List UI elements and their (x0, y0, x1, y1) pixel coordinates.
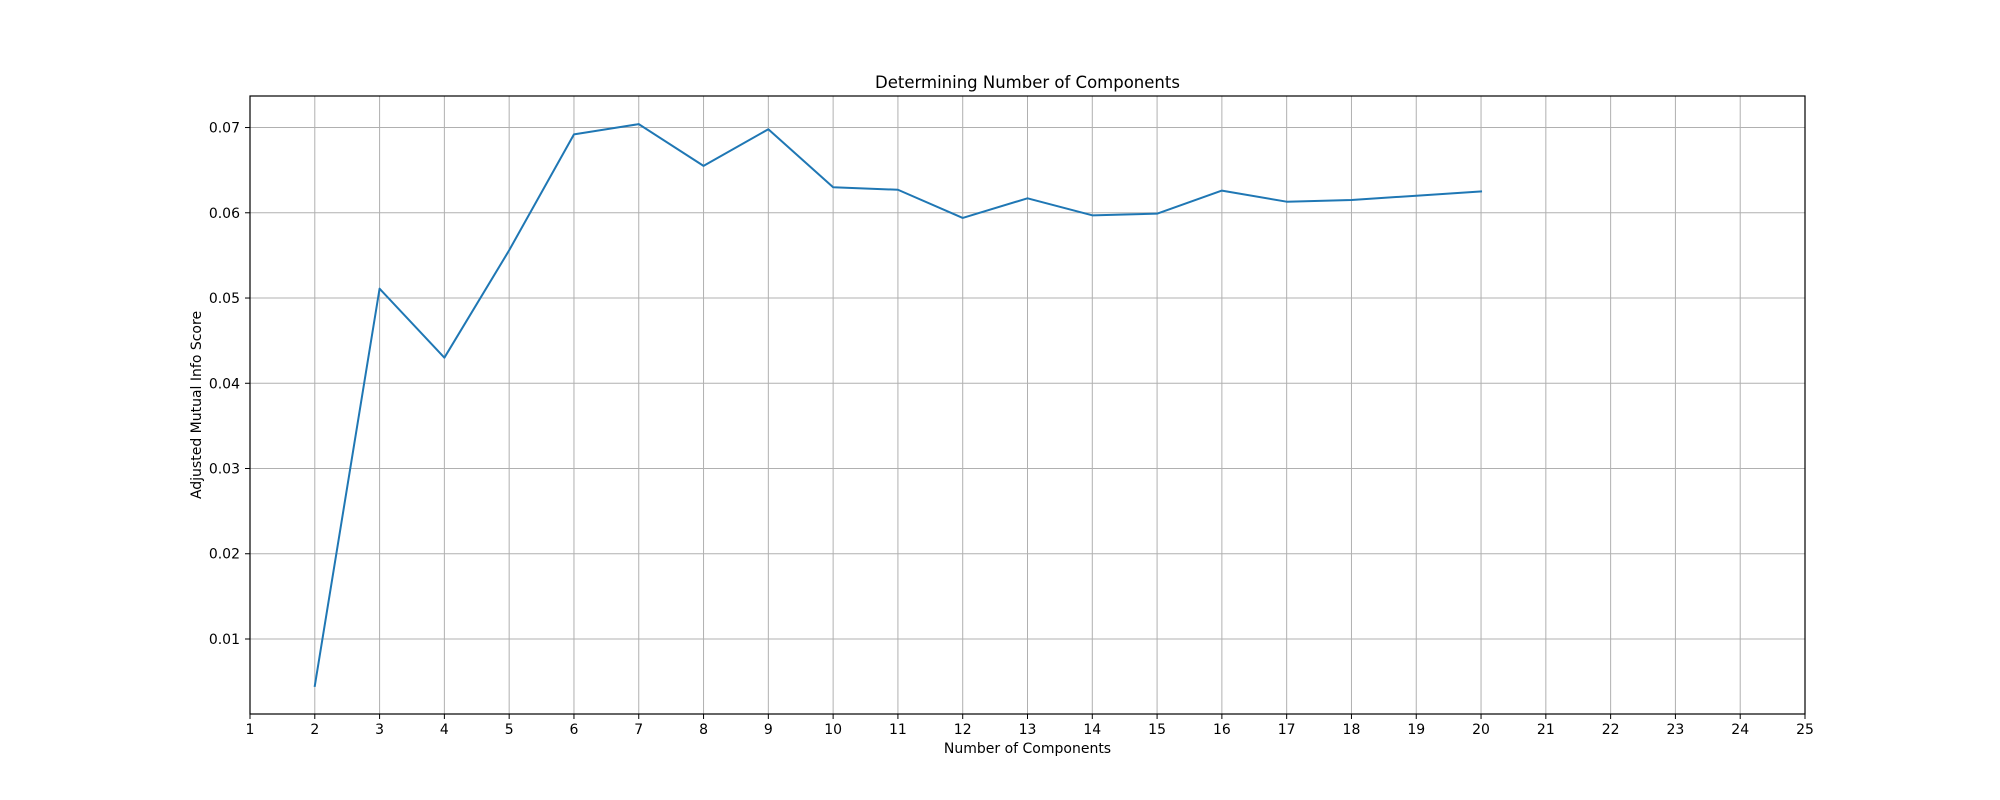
x-tick-label: 9 (764, 722, 773, 738)
x-tick-label: 1 (246, 722, 255, 738)
x-tick-label: 10 (824, 722, 842, 738)
x-tick-label: 21 (1537, 722, 1555, 738)
y-axis-ticks: 0.01 0.02 0.03 0.04 0.05 0.06 0.07 (209, 121, 250, 648)
x-tick-label: 15 (1148, 722, 1166, 738)
x-tick-label: 13 (1019, 722, 1037, 738)
x-tick-label: 4 (440, 722, 449, 738)
x-axis-ticks: 1 2 3 4 5 6 7 8 9 10 11 12 13 14 15 16 17 18 19 20 21 22 23 24 2… (246, 714, 1814, 738)
x-tick-label: 5 (505, 722, 514, 738)
series-line (313, 123, 1483, 688)
grid (249, 96, 1806, 714)
x-tick-label: 20 (1472, 722, 1490, 738)
x-tick-label: 19 (1407, 722, 1425, 738)
x-tick-label: 8 (699, 722, 708, 738)
x-tick-label: 11 (889, 722, 907, 738)
y-tick-label: 0.03 (209, 462, 240, 478)
y-axis-label: Adjusted Mutual Info Score (189, 311, 205, 499)
x-tick-label: 2 (310, 722, 319, 738)
chart-title: Determining Number of Components (875, 73, 1180, 92)
x-tick-label: 12 (954, 722, 972, 738)
y-tick-label: 0.06 (209, 206, 240, 222)
x-tick-label: 16 (1213, 722, 1231, 738)
x-tick-label: 25 (1796, 722, 1814, 738)
x-tick-label: 3 (375, 722, 384, 738)
y-tick-label: 0.04 (209, 376, 240, 392)
x-tick-label: 22 (1602, 722, 1620, 738)
x-tick-label: 18 (1343, 722, 1361, 738)
x-tick-label: 7 (634, 722, 643, 738)
series-layer (313, 123, 1483, 688)
x-tick-label: 23 (1667, 722, 1685, 738)
y-tick-label: 0.07 (209, 121, 240, 137)
y-tick-label: 0.05 (209, 291, 240, 307)
x-tick-label: 24 (1731, 722, 1749, 738)
x-axis-label: Number of Components (944, 741, 1111, 757)
y-tick-label: 0.01 (209, 632, 240, 648)
x-tick-label: 6 (569, 722, 578, 738)
x-tick-label: 14 (1083, 722, 1101, 738)
x-tick-label: 17 (1278, 722, 1296, 738)
y-tick-label: 0.02 (209, 547, 240, 563)
